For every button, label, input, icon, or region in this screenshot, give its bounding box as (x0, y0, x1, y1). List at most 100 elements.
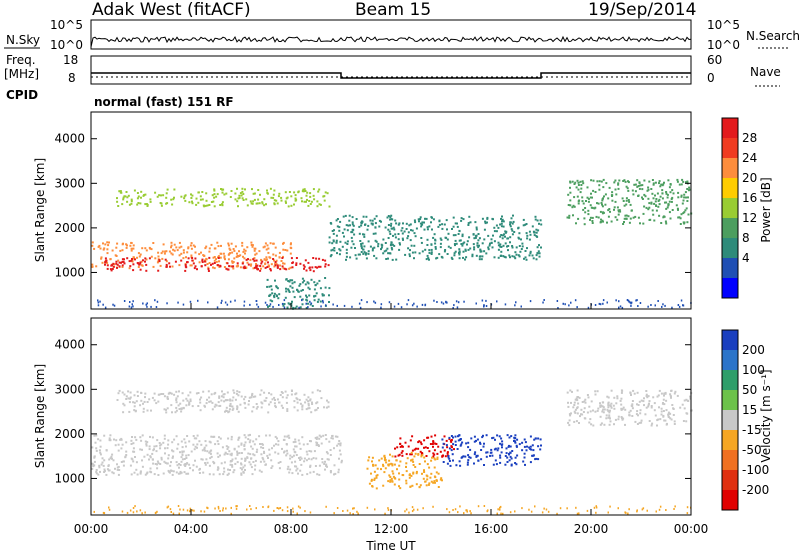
data-cell (164, 258, 167, 261)
data-cell (339, 249, 342, 252)
data-cell (243, 402, 246, 405)
data-cell (319, 265, 322, 268)
data-cell (689, 395, 692, 398)
data-cell (236, 200, 239, 203)
data-cell (327, 405, 330, 408)
data-cell (320, 397, 323, 400)
data-cell (497, 248, 500, 251)
data-cell (111, 457, 113, 460)
data-cell (524, 256, 527, 259)
data-cell (390, 246, 393, 249)
data-cell (636, 410, 639, 413)
data-cell (516, 438, 519, 441)
data-cell (603, 423, 606, 426)
noise-cell (296, 512, 298, 515)
data-cell (620, 407, 623, 410)
data-cell (217, 466, 220, 469)
data-cell (615, 402, 618, 405)
data-cell (423, 221, 425, 224)
data-cell (637, 185, 640, 187)
data-cell (473, 237, 476, 240)
data-cell (511, 246, 514, 249)
data-cell (237, 410, 240, 413)
data-cell (260, 267, 262, 270)
data-cell (139, 448, 142, 451)
data-cell (178, 241, 181, 244)
data-cell (439, 450, 442, 453)
data-cell (591, 216, 594, 219)
data-cell (208, 396, 211, 399)
noise-cell (578, 512, 580, 515)
noise-cell (150, 305, 152, 308)
data-cell (505, 447, 508, 450)
data-cell (291, 262, 294, 264)
data-cell (378, 219, 381, 222)
data-cell (529, 461, 532, 464)
noise-cell (141, 512, 143, 515)
data-cell (263, 198, 266, 201)
data-cell (268, 434, 271, 437)
data-cell (662, 402, 664, 404)
noise-cell (542, 301, 544, 304)
data-cell (362, 233, 364, 236)
noise-cell (177, 301, 179, 304)
data-cell (677, 191, 680, 194)
data-cell (286, 306, 289, 309)
data-cell (197, 392, 200, 394)
data-cell (273, 189, 276, 192)
data-cell (515, 445, 518, 448)
noise-cell (113, 304, 116, 307)
data-cell (446, 253, 449, 255)
data-cell (326, 399, 328, 402)
data-cell (441, 479, 443, 482)
data-cell (154, 191, 157, 194)
noise-cell (642, 507, 645, 510)
noise-cell (230, 512, 232, 515)
data-cell (421, 454, 424, 457)
data-cell (93, 460, 96, 463)
data-cell (528, 254, 531, 257)
data-cell (246, 456, 249, 459)
noise-cell (446, 301, 448, 304)
data-cell (130, 443, 133, 445)
beam-title: Beam 15 (355, 0, 431, 20)
data-cell (350, 236, 353, 239)
data-cell (662, 410, 665, 412)
data-cell (526, 445, 528, 448)
data-cell (317, 190, 320, 193)
data-cell (212, 473, 215, 476)
data-cell (513, 255, 516, 258)
data-cell (107, 464, 110, 467)
data-cell (296, 409, 299, 412)
data-cell (171, 441, 174, 444)
freq-tick-bottom: 8 (68, 71, 76, 85)
data-cell (426, 436, 429, 439)
data-cell (470, 437, 473, 440)
data-cell (454, 250, 457, 253)
data-cell (329, 471, 332, 474)
data-cell (189, 467, 192, 470)
x-tick-label: 12:00 (374, 522, 409, 536)
data-cell (503, 255, 506, 258)
data-cell (532, 257, 535, 260)
data-cell (146, 471, 149, 474)
noise-cell (206, 506, 208, 509)
data-cell (236, 262, 239, 265)
data-cell (502, 234, 504, 237)
data-cell (343, 235, 345, 238)
data-cell (428, 450, 431, 453)
data-cell (499, 456, 502, 459)
data-cell (526, 237, 529, 240)
data-cell (305, 307, 308, 309)
data-cell (274, 406, 277, 409)
data-cell (204, 463, 207, 466)
data-cell (575, 222, 577, 225)
data-cell (328, 294, 330, 297)
data-cell (421, 223, 423, 226)
noise-cell (186, 509, 189, 512)
data-cell (284, 191, 287, 194)
noise-cell (662, 303, 664, 306)
data-cell (222, 393, 225, 396)
data-cell (190, 264, 193, 267)
data-cell (514, 462, 517, 464)
